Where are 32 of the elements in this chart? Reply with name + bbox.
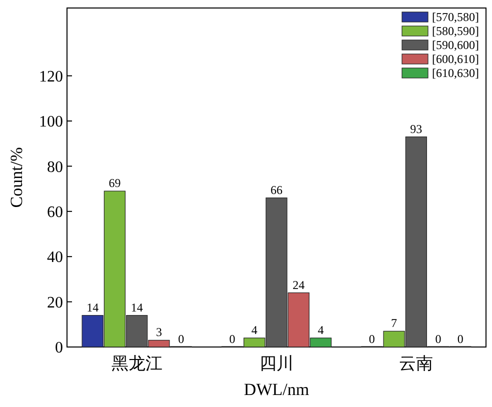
- y-axis-title: Count/%: [7, 147, 26, 208]
- data-label: 66: [270, 182, 282, 197]
- data-label: 4: [318, 322, 324, 337]
- data-label: 0: [229, 332, 236, 346]
- x-tick-label: 云南: [399, 354, 434, 373]
- y-tick-label: 20: [47, 294, 63, 312]
- data-label: 93: [410, 122, 422, 136]
- data-label: 14: [86, 300, 99, 314]
- y-tick-label: 40: [47, 249, 63, 266]
- y-tick-label: 100: [39, 114, 63, 131]
- x-tick-label: 四川: [260, 354, 294, 373]
- legend-label: [580,590]: [432, 24, 479, 38]
- data-label: 7: [391, 316, 398, 330]
- x-tick-label: 黑龙江: [111, 354, 162, 373]
- y-tick-label: 80: [47, 158, 63, 176]
- y-tick-label: 60: [47, 204, 63, 221]
- data-label: 0: [435, 332, 442, 346]
- data-label: 3: [156, 325, 162, 340]
- y-tick-label: 120: [39, 68, 63, 86]
- legend-label: [590,600]: [432, 38, 479, 52]
- y-tick-label: 0: [55, 340, 63, 357]
- legend-label: [570,580]: [432, 10, 479, 24]
- x-axis-title: DWL/nm: [244, 380, 310, 399]
- data-label: 69: [108, 176, 121, 190]
- data-label: 14: [130, 300, 143, 314]
- data-label: 0: [457, 332, 464, 346]
- data-label: 24: [292, 278, 305, 292]
- data-label: 0: [178, 332, 184, 346]
- data-label: 4: [251, 322, 258, 337]
- legend-label: [610,630]: [432, 66, 479, 80]
- legend-label: [600,610]: [432, 52, 479, 66]
- data-label: 0: [368, 332, 375, 346]
